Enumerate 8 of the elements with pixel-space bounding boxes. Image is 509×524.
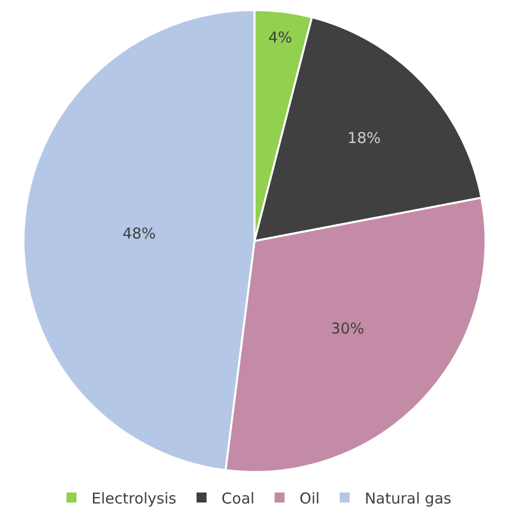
legend-label: Electrolysis <box>92 489 177 508</box>
data-label: 30% <box>330 319 364 338</box>
data-label: 48% <box>122 224 156 243</box>
data-label: 18% <box>347 129 381 148</box>
legend-label: Natural gas <box>364 489 452 508</box>
data-label: 4% <box>268 28 292 46</box>
legend-label: Coal <box>222 489 255 508</box>
legend-label: Oil <box>300 489 320 508</box>
